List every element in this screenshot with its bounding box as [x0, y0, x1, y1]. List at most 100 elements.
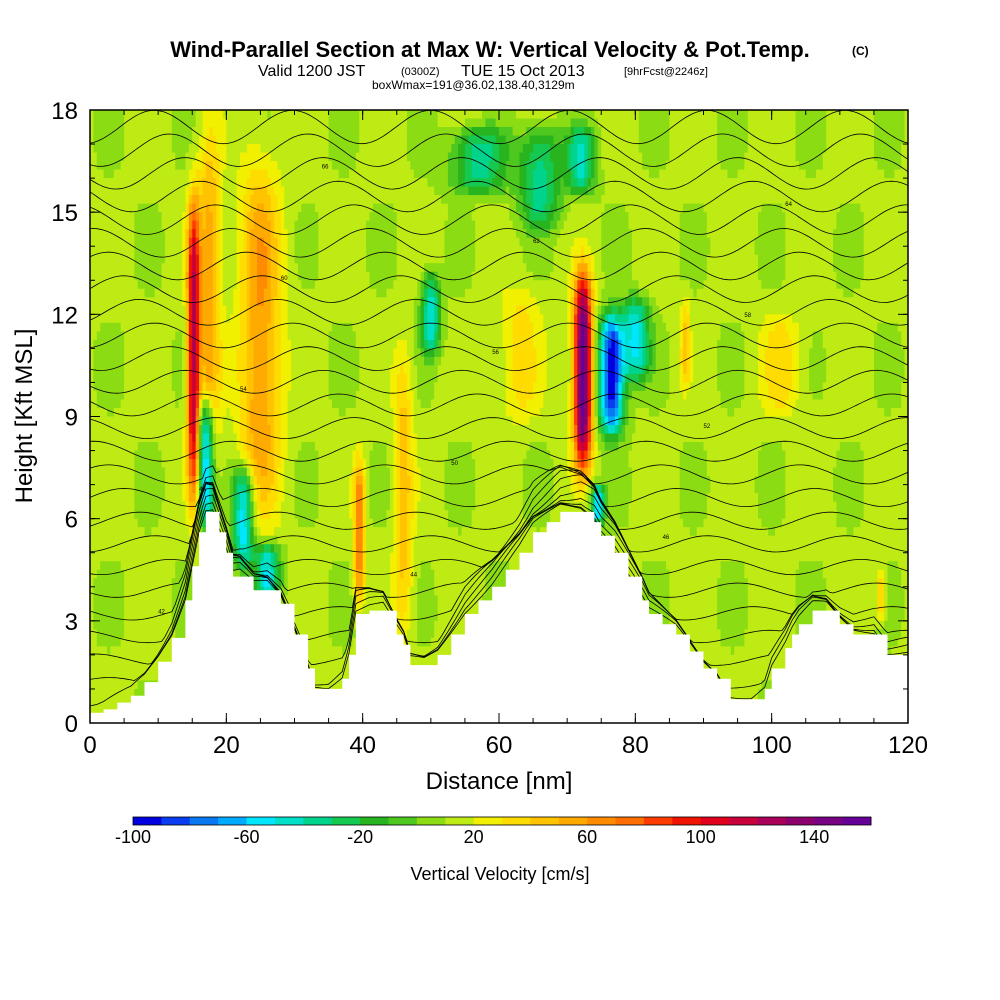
- field-cell: [127, 229, 132, 239]
- field-cell: [454, 271, 459, 281]
- field-cell: [458, 161, 463, 171]
- field-cell: [601, 186, 606, 196]
- field-cell: [795, 110, 800, 120]
- field-cell: [270, 169, 275, 179]
- field-cell: [591, 263, 596, 273]
- field-cell: [863, 195, 868, 205]
- field-cell: [519, 144, 524, 154]
- field-cell: [781, 254, 786, 264]
- field-cell: [587, 220, 592, 230]
- field-cell: [662, 246, 667, 256]
- field-cell: [178, 237, 183, 247]
- field-cell: [833, 135, 838, 145]
- field-cell: [645, 280, 650, 290]
- field-cell: [468, 186, 473, 196]
- field-cell: [887, 246, 892, 256]
- field-cell: [618, 220, 623, 230]
- field-cell: [168, 220, 173, 230]
- field-cell: [659, 237, 664, 247]
- field-cell: [512, 263, 517, 273]
- field-cell: [304, 144, 309, 154]
- field-cell: [164, 220, 169, 230]
- field-cell: [492, 178, 497, 188]
- field-cell: [216, 280, 221, 290]
- field-cell: [168, 118, 173, 128]
- field-cell: [631, 152, 636, 162]
- field-cell: [359, 203, 364, 213]
- field-cell: [492, 263, 497, 273]
- field-cell: [338, 178, 343, 188]
- field-cell: [420, 127, 425, 137]
- field-cell: [250, 152, 255, 162]
- field-cell: [730, 118, 735, 128]
- field-cell: [689, 195, 694, 205]
- field-cell: [113, 246, 118, 256]
- field-cell: [257, 169, 262, 179]
- field-cell: [222, 212, 227, 222]
- field-cell: [222, 203, 227, 213]
- field-cell: [553, 110, 558, 120]
- field-cell: [90, 195, 95, 205]
- field-cell: [291, 118, 296, 128]
- field-cell: [427, 195, 432, 205]
- field-cell: [904, 178, 908, 188]
- field-cell: [635, 229, 640, 239]
- field-cell: [216, 195, 221, 205]
- field-cell: [713, 178, 718, 188]
- field-cell: [127, 280, 132, 290]
- field-cell: [144, 178, 149, 188]
- field-cell: [560, 220, 565, 230]
- field-cell: [505, 220, 510, 230]
- field-cell: [631, 161, 636, 171]
- field-cell: [890, 161, 895, 171]
- field-cell: [768, 203, 773, 213]
- field-cell: [359, 229, 364, 239]
- field-cell: [379, 220, 384, 230]
- field-cell: [652, 135, 657, 145]
- field-cell: [788, 263, 793, 273]
- field-cell: [331, 220, 336, 230]
- field-cell: [601, 254, 606, 264]
- field-cell: [103, 229, 108, 239]
- field-cell: [182, 195, 187, 205]
- field-cell: [154, 161, 159, 171]
- field-cell: [768, 186, 773, 196]
- field-cell: [267, 220, 272, 230]
- field-cell: [349, 152, 354, 162]
- field-cell: [666, 135, 671, 145]
- field-cell: [124, 220, 129, 230]
- field-cell: [454, 237, 459, 247]
- field-cell: [611, 110, 616, 120]
- field-cell: [137, 118, 142, 128]
- field-cell: [447, 152, 452, 162]
- field-cell: [263, 152, 268, 162]
- field-cell: [127, 203, 132, 213]
- field-cell: [199, 263, 204, 273]
- field-cell: [478, 186, 483, 196]
- field-cell: [706, 263, 711, 273]
- field-cell: [246, 271, 251, 281]
- field-cell: [424, 271, 429, 281]
- field-cell: [396, 169, 401, 179]
- field-cell: [778, 271, 783, 281]
- field-cell: [110, 203, 115, 213]
- field-cell: [754, 118, 759, 128]
- field-cell: [301, 195, 306, 205]
- field-cell: [730, 110, 735, 120]
- field-cell: [277, 110, 282, 120]
- field-cell: [778, 246, 783, 256]
- field-cell: [454, 169, 459, 179]
- field-cell: [710, 152, 715, 162]
- field-cell: [631, 263, 636, 273]
- field-cell: [584, 161, 589, 171]
- field-cell: [751, 169, 756, 179]
- field-cell: [485, 186, 490, 196]
- field-cell: [345, 152, 350, 162]
- field-cell: [359, 280, 364, 290]
- field-cell: [110, 263, 115, 273]
- field-cell: [154, 263, 159, 273]
- field-cell: [529, 127, 534, 137]
- field-cell: [331, 212, 336, 222]
- field-cell: [294, 220, 299, 230]
- field-cell: [376, 237, 381, 247]
